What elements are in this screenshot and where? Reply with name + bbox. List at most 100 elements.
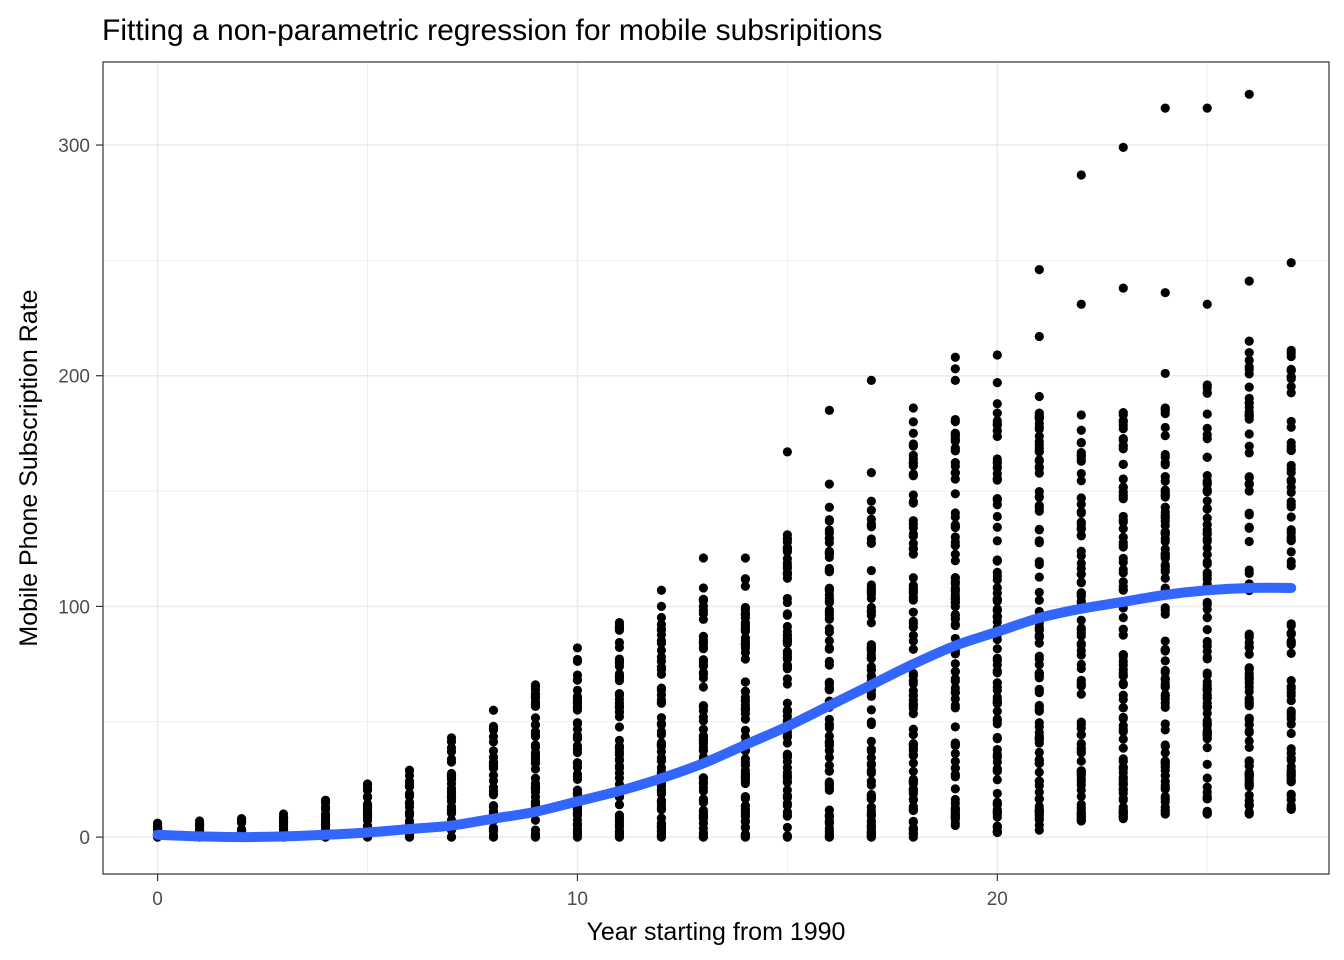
data-point <box>824 818 834 829</box>
data-point <box>1076 438 1086 448</box>
data-point <box>1160 288 1170 298</box>
data-point <box>1286 482 1296 492</box>
data-point <box>782 822 792 833</box>
data-point <box>530 720 541 730</box>
data-point <box>488 761 499 771</box>
data-point <box>614 676 625 686</box>
data-point <box>656 601 667 612</box>
data-point <box>950 364 960 374</box>
data-point <box>950 659 960 669</box>
data-point <box>656 612 667 623</box>
data-point <box>950 541 960 551</box>
data-point <box>1244 727 1254 738</box>
data-point <box>1244 369 1254 379</box>
data-point <box>1202 549 1212 560</box>
data-point <box>572 718 583 728</box>
data-point <box>572 747 583 758</box>
data-point <box>656 645 667 655</box>
data-point <box>1244 632 1254 642</box>
data-point <box>362 799 373 809</box>
data-point <box>950 576 960 586</box>
data-point <box>824 502 834 512</box>
data-point <box>1034 536 1044 546</box>
data-point <box>1202 513 1212 523</box>
data-point <box>992 660 1002 670</box>
data-point <box>950 445 960 455</box>
data-point <box>992 454 1002 464</box>
data-point <box>740 553 750 563</box>
data-point <box>1160 702 1170 713</box>
data-point <box>1160 529 1170 539</box>
data-point <box>572 820 583 830</box>
data-point <box>1160 564 1170 575</box>
data-point <box>572 809 583 819</box>
data-point <box>1286 345 1296 355</box>
data-point <box>992 788 1002 799</box>
data-point <box>1034 807 1044 817</box>
data-point <box>1076 679 1086 689</box>
data-point <box>362 806 373 816</box>
data-point <box>866 717 876 727</box>
data-point <box>1118 557 1128 567</box>
data-point <box>950 614 960 624</box>
data-point <box>824 583 834 593</box>
data-point <box>1118 613 1128 623</box>
data-point <box>572 724 583 735</box>
data-point <box>1034 463 1044 473</box>
data-point <box>1160 740 1170 750</box>
data-point <box>1076 615 1086 625</box>
data-point <box>1286 684 1296 694</box>
data-point <box>824 565 834 575</box>
data-point <box>1034 660 1044 670</box>
data-point <box>950 620 960 631</box>
data-point <box>1202 792 1212 802</box>
data-point <box>1160 645 1170 655</box>
data-point <box>908 428 918 438</box>
data-point <box>572 654 583 665</box>
data-point <box>782 647 792 657</box>
data-point <box>782 706 792 717</box>
data-point <box>1076 508 1086 518</box>
x-axis: 0 10 20 <box>152 874 1008 910</box>
data-point <box>1286 556 1296 567</box>
data-point <box>1202 604 1212 614</box>
data-point <box>1034 265 1044 275</box>
data-point <box>1286 388 1296 398</box>
data-point <box>1076 577 1086 587</box>
data-point <box>1202 485 1212 495</box>
data-point <box>992 775 1002 785</box>
data-point <box>1076 625 1086 635</box>
data-point <box>1286 422 1296 432</box>
data-point <box>488 790 499 800</box>
data-point <box>404 802 415 812</box>
y-axis-label: Mobile Phone Subscription Rate <box>15 289 43 646</box>
data-point <box>866 618 876 628</box>
data-point <box>992 556 1002 566</box>
data-point <box>1202 528 1212 538</box>
data-point <box>1202 782 1212 792</box>
data-point <box>1034 455 1044 465</box>
data-point <box>950 458 960 468</box>
data-point <box>488 721 499 731</box>
data-point <box>1118 793 1128 803</box>
data-point <box>320 795 331 805</box>
data-point <box>698 738 709 749</box>
data-point <box>866 583 876 593</box>
data-point <box>866 650 876 660</box>
grid-lines <box>103 62 1329 874</box>
data-point <box>740 704 750 714</box>
data-point <box>1034 755 1044 765</box>
data-point <box>572 774 583 785</box>
data-point <box>530 773 541 783</box>
data-point <box>908 529 918 539</box>
data-point <box>1202 742 1212 753</box>
data-point <box>1118 577 1128 587</box>
data-point <box>1160 507 1170 517</box>
data-point <box>1244 398 1254 408</box>
data-point <box>1076 299 1086 309</box>
data-point <box>572 832 583 842</box>
data-point <box>992 575 1002 585</box>
data-point <box>614 743 625 753</box>
data-point <box>992 378 1002 388</box>
data-point <box>446 779 457 789</box>
